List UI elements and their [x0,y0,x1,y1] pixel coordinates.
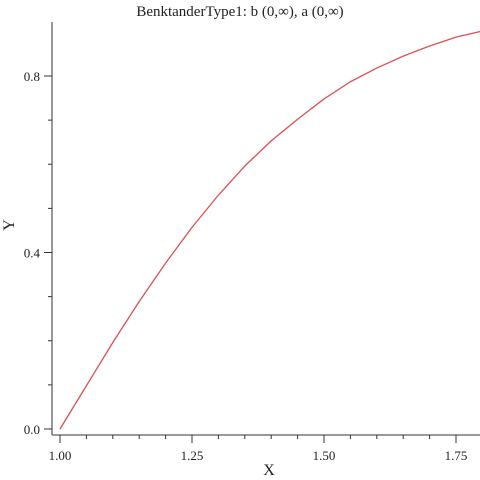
y-tick-label: 0.8 [24,69,40,84]
x-tick-label: 1.50 [313,448,336,463]
y-tick-label: 0.0 [24,422,40,437]
series-line [60,31,480,429]
y-axis-label: Y [1,219,18,231]
x-tick-label: 1.25 [181,448,204,463]
x-tick-label: 1.00 [49,448,72,463]
chart-title: BenktanderType1: b (0,∞), a (0,∞) [136,4,343,20]
y-tick-label: 0.4 [24,246,41,261]
x-tick-label: 1.75 [445,448,468,463]
axes: 1.00 1.25 1.50 1.75 0.0 0.4 0.8 [24,22,480,463]
x-axis-label: X [263,462,275,479]
plot-area [60,31,480,429]
